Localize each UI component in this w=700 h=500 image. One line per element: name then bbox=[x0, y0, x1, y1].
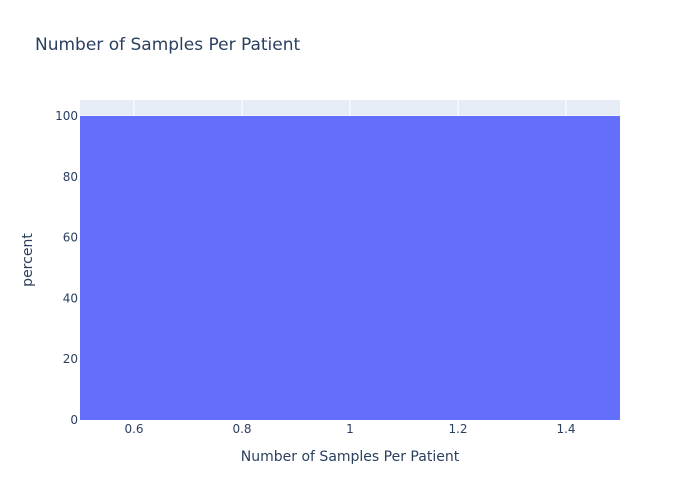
x-tick-label: 0.8 bbox=[232, 422, 251, 436]
bars bbox=[80, 115, 620, 421]
x-tick-label: 1.4 bbox=[556, 422, 575, 436]
y-axis-title: percent bbox=[20, 233, 36, 287]
y-tick-label: 100 bbox=[55, 109, 78, 123]
x-axis-title: Number of Samples Per Patient bbox=[241, 449, 460, 465]
y-tick-label: 0 bbox=[70, 413, 78, 427]
y-tick-label: 20 bbox=[63, 352, 78, 366]
x-tick-label: 1 bbox=[346, 422, 354, 436]
x-tick-label: 0.6 bbox=[124, 422, 143, 436]
x-tick-label: 1.2 bbox=[448, 422, 467, 436]
y-tick-label: 40 bbox=[63, 291, 78, 305]
histogram-bar bbox=[80, 115, 620, 421]
x-axis-ticks: 0.6 0.8 1 1.2 1.4 bbox=[124, 422, 575, 436]
y-axis-ticks: 0 20 40 60 80 100 bbox=[55, 109, 78, 427]
y-tick-label: 80 bbox=[63, 170, 78, 184]
chart-title: Number of Samples Per Patient bbox=[35, 35, 301, 55]
y-tick-label: 60 bbox=[63, 231, 78, 245]
